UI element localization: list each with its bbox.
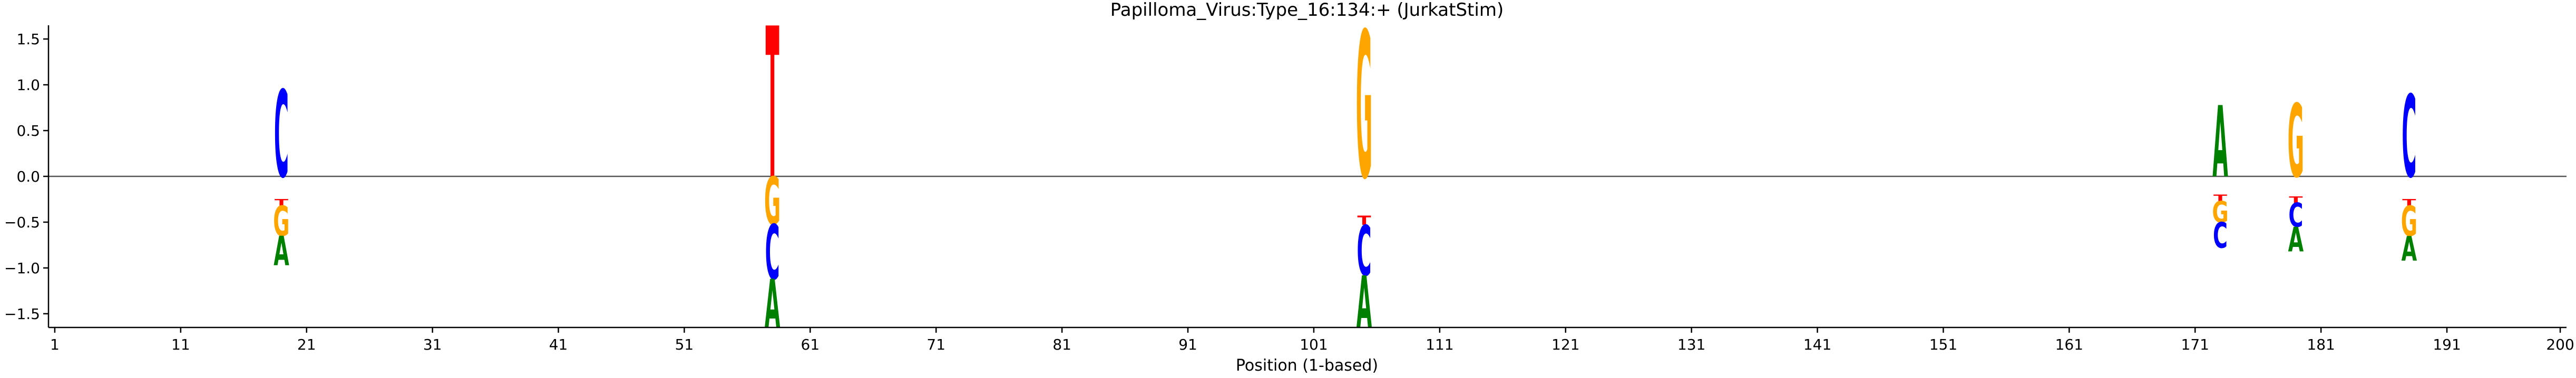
svg-text:A: A xyxy=(1357,261,1372,344)
svg-text:C: C xyxy=(765,209,780,297)
svg-text:T: T xyxy=(766,0,779,225)
logo-letter-c-pos-179: C xyxy=(2288,197,2303,235)
logo-letter-c-pos-19: C xyxy=(274,66,289,205)
logo-letter-t-pos-179: T xyxy=(2289,195,2302,205)
x-tick-label: 41 xyxy=(549,336,568,353)
x-tick-label: 61 xyxy=(801,336,820,353)
y-tick-label: −0.5 xyxy=(4,214,40,231)
y-tick-label: −1.0 xyxy=(4,260,40,277)
y-tick-label: −1.5 xyxy=(4,305,40,323)
svg-text:C: C xyxy=(2402,72,2416,203)
logo-letter-c-pos-188: C xyxy=(2402,72,2416,203)
svg-text:C: C xyxy=(2288,197,2303,235)
x-tick-label: 101 xyxy=(1300,336,1328,353)
svg-text:G: G xyxy=(764,164,780,240)
svg-text:A: A xyxy=(765,265,780,343)
x-tick-label: 1 xyxy=(50,336,60,353)
logo-letter-t-pos-105: T xyxy=(1357,213,1371,228)
logo-letter-t-pos-19: T xyxy=(275,197,288,207)
x-tick-label: 200 xyxy=(2546,336,2574,353)
axes: 1 11 21 31 41 51 61 71 81 91 101 111 121 131 141 151 161… xyxy=(4,25,2574,353)
svg-text:T: T xyxy=(1357,213,1371,228)
svg-text:T: T xyxy=(2402,197,2416,207)
x-axis-label: Position (1-based) xyxy=(1236,356,1378,375)
logo-letter-g-pos-179: G xyxy=(2288,84,2304,201)
logo-letter-a-pos-179: A xyxy=(2288,221,2304,260)
chart-title: Papilloma_Virus:Type_16:134:+ (JurkatSti… xyxy=(1110,0,1504,21)
logo-letter-t-pos-188: T xyxy=(2402,197,2416,207)
x-tick-label: 151 xyxy=(1929,336,1957,353)
svg-text:A: A xyxy=(274,228,289,275)
logo-letter-t-pos-173: T xyxy=(2213,193,2227,203)
y-tick-label: 1.0 xyxy=(16,76,40,94)
y-tick-label: 0.5 xyxy=(16,122,40,140)
logo-letter-g-pos-188: G xyxy=(2401,198,2417,246)
svg-text:T: T xyxy=(275,197,288,207)
logo-letter-g-pos-105: G xyxy=(1356,0,1372,224)
logo-letter-a-pos-105: A xyxy=(1357,261,1372,344)
x-tick-label: 11 xyxy=(171,336,190,353)
x-tick-label: 191 xyxy=(2433,336,2461,353)
svg-text:A: A xyxy=(2402,230,2417,269)
svg-text:T: T xyxy=(2289,195,2302,205)
x-tick-label: 71 xyxy=(926,336,945,353)
svg-text:A: A xyxy=(2212,85,2228,200)
x-tick-label: 31 xyxy=(423,336,442,353)
svg-text:A: A xyxy=(2288,221,2304,260)
x-tick-label: 181 xyxy=(2307,336,2335,353)
svg-text:C: C xyxy=(2213,215,2228,256)
logo-letter-c-pos-105: C xyxy=(1357,211,1372,292)
svg-text:G: G xyxy=(1356,0,1372,224)
logo-letter-a-pos-19: A xyxy=(274,228,289,275)
x-tick-label: 161 xyxy=(2055,336,2083,353)
x-tick-label: 121 xyxy=(1552,336,1579,353)
svg-text:G: G xyxy=(2401,198,2417,246)
logo-letter-a-pos-58: A xyxy=(765,265,780,343)
x-tick-label: 81 xyxy=(1052,336,1071,353)
svg-text:C: C xyxy=(1357,211,1372,292)
x-tick-label: 171 xyxy=(2181,336,2209,353)
x-tick-label: 111 xyxy=(1426,336,1453,353)
logo-letter-a-pos-173: A xyxy=(2212,85,2228,200)
svg-text:G: G xyxy=(2288,84,2304,201)
logo-letter-g-pos-58: G xyxy=(764,164,780,240)
y-tick-label: 1.5 xyxy=(16,31,40,48)
x-tick-label: 51 xyxy=(675,336,694,353)
x-tick-label: 131 xyxy=(1677,336,1705,353)
svg-text:T: T xyxy=(2213,193,2227,203)
svg-text:G: G xyxy=(273,198,289,246)
x-tick-label: 141 xyxy=(1803,336,1831,353)
logo-letter-g-pos-19: G xyxy=(273,198,289,246)
svg-text:C: C xyxy=(274,66,289,205)
logo-letter-g-pos-173: G xyxy=(2212,196,2228,230)
x-tick-label: 91 xyxy=(1178,336,1197,353)
logo-letter-a-pos-188: A xyxy=(2402,230,2417,269)
x-tick-label: 21 xyxy=(297,336,316,353)
y-tick-label: 0.0 xyxy=(16,168,40,185)
logo-letter-t-pos-58: T xyxy=(766,0,779,225)
logo-letter-c-pos-58: C xyxy=(765,209,780,297)
svg-text:G: G xyxy=(2212,196,2228,230)
logo-letter-c-pos-173: C xyxy=(2213,215,2228,256)
